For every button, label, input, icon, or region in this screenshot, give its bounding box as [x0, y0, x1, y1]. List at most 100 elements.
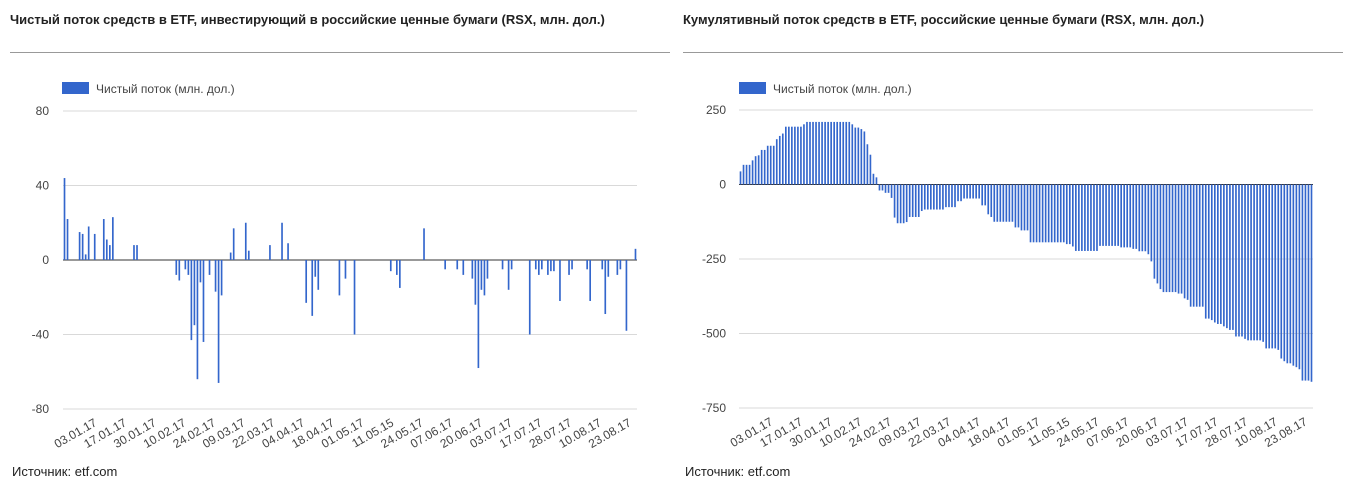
- bar-left-6: [81, 233, 84, 260]
- bar-right-7: [760, 149, 763, 185]
- legend-left: Чистый поток (млн. дол.): [62, 82, 235, 96]
- chart-title-right: Кумулятивный поток средств в ETF, россий…: [683, 12, 1205, 27]
- bar-right-118: [1096, 184, 1098, 251]
- bar-right-103: [1050, 184, 1053, 243]
- bar-right-42: [866, 144, 869, 185]
- bar-right-146: [1180, 184, 1183, 294]
- chart-svg-right: Чистый поток (млн. дол.) 250 0 -250 -500 -75…: [702, 82, 1313, 450]
- source-label-right: Источник: etf.com: [685, 464, 791, 479]
- bar-left-174: [589, 260, 591, 301]
- bar-left-96: [353, 260, 356, 335]
- bar-right-132: [1138, 184, 1141, 252]
- bar-right-54: [902, 184, 905, 224]
- bar-right-23: [809, 121, 811, 185]
- bar-right-165: [1238, 184, 1240, 337]
- bar-right-10: [769, 145, 772, 185]
- bar-right-16: [788, 126, 790, 185]
- bar-right-106: [1059, 184, 1062, 243]
- y-tick-label-right-3: -500: [702, 327, 726, 341]
- bar-right-84: [993, 184, 996, 222]
- bar-left-56: [232, 228, 235, 260]
- bar-left-41: [187, 260, 190, 275]
- bar-left-52: [220, 260, 223, 296]
- bar-left-119: [423, 228, 425, 260]
- bar-right-41: [863, 131, 866, 185]
- bar-right-81: [984, 184, 987, 206]
- bar-right-183: [1292, 184, 1295, 366]
- bar-left-91: [338, 260, 341, 296]
- bar-right-153: [1201, 184, 1204, 307]
- bar-right-111: [1075, 184, 1077, 251]
- bar-right-116: [1090, 184, 1092, 251]
- bar-right-139: [1159, 184, 1162, 290]
- bar-left-184: [619, 260, 622, 270]
- bar-right-179: [1280, 184, 1283, 359]
- bar-right-101: [1044, 184, 1047, 243]
- bar-right-138: [1156, 184, 1159, 284]
- bar-right-47: [881, 184, 884, 191]
- bar-left-132: [462, 260, 465, 275]
- bar-right-115: [1087, 184, 1089, 251]
- bar-right-135: [1147, 184, 1150, 255]
- bar-right-11: [772, 145, 775, 185]
- bar-left-178: [601, 260, 604, 270]
- bar-right-75: [966, 184, 968, 199]
- bar-right-186: [1301, 184, 1304, 381]
- bar-left-68: [269, 245, 271, 260]
- legend-right: Чистый поток (млн. дол.): [739, 82, 912, 96]
- title-divider-right: [683, 52, 1343, 53]
- bar-right-161: [1226, 184, 1228, 329]
- bar-right-184: [1295, 184, 1298, 368]
- chart-svg-left: Чистый поток (млн. дол.) 80 40 0 -40 -80 03.…: [32, 82, 637, 451]
- bar-left-46: [202, 260, 205, 342]
- bar-right-164: [1235, 184, 1237, 337]
- chart-panel-right: Кумулятивный поток средств в ETF, россий…: [673, 0, 1346, 496]
- bar-right-166: [1241, 184, 1243, 337]
- bar-right-91: [1014, 184, 1017, 228]
- bar-right-59: [917, 184, 920, 217]
- bar-right-130: [1132, 184, 1135, 249]
- bar-right-30: [830, 121, 832, 185]
- bar-right-53: [899, 184, 902, 224]
- bar-left-60: [244, 222, 247, 260]
- bar-right-14: [781, 133, 784, 185]
- bar-right-9: [766, 145, 769, 185]
- bar-right-24: [812, 121, 814, 185]
- legend-swatch-right: [739, 82, 766, 94]
- bar-left-82: [311, 260, 314, 316]
- bar-right-2: [745, 164, 748, 185]
- bar-left-186: [625, 260, 628, 331]
- bar-right-124: [1114, 184, 1116, 246]
- bar-right-90: [1011, 184, 1014, 222]
- bar-right-87: [1002, 184, 1005, 222]
- y-tick-label-right-0: 250: [706, 103, 726, 117]
- bar-right-177: [1274, 184, 1277, 349]
- bar-left-154: [528, 260, 531, 335]
- bar-left-14: [105, 239, 108, 260]
- y-tick-label-left-2: 0: [42, 253, 49, 267]
- bar-right-108: [1065, 184, 1068, 245]
- bar-right-157: [1213, 184, 1216, 323]
- bar-right-154: [1204, 184, 1207, 319]
- bar-right-188: [1307, 184, 1310, 381]
- bar-right-88: [1005, 184, 1008, 222]
- bar-right-55: [905, 184, 908, 223]
- y-axis-left: 80 40 0 -40 -80: [32, 104, 50, 416]
- bar-right-144: [1174, 184, 1177, 293]
- bar-right-155: [1207, 184, 1210, 319]
- bar-left-93: [344, 260, 347, 279]
- bar-left-168: [571, 260, 573, 270]
- bar-left-51: [217, 260, 220, 383]
- bar-right-32: [836, 121, 839, 185]
- legend-label-right: Чистый поток (млн. дол.): [773, 82, 912, 96]
- bar-right-39: [857, 127, 860, 185]
- bar-right-73: [960, 184, 962, 202]
- bar-right-92: [1017, 184, 1020, 228]
- bar-left-140: [486, 260, 489, 279]
- bar-left-173: [586, 260, 588, 270]
- bar-right-133: [1141, 184, 1144, 252]
- bar-right-28: [824, 121, 826, 185]
- source-label-left: Источник: etf.com: [12, 464, 118, 479]
- bar-left-161: [550, 260, 552, 272]
- bar-left-189: [634, 248, 637, 260]
